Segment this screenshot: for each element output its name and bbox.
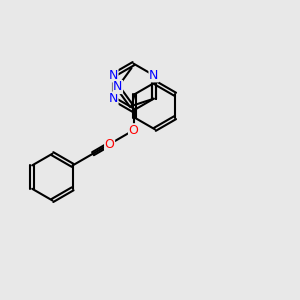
- Text: N: N: [149, 69, 158, 82]
- Text: N: N: [109, 92, 118, 105]
- Text: N: N: [113, 80, 122, 94]
- Text: O: O: [105, 138, 115, 151]
- Text: O: O: [129, 124, 138, 137]
- Text: N: N: [109, 69, 118, 82]
